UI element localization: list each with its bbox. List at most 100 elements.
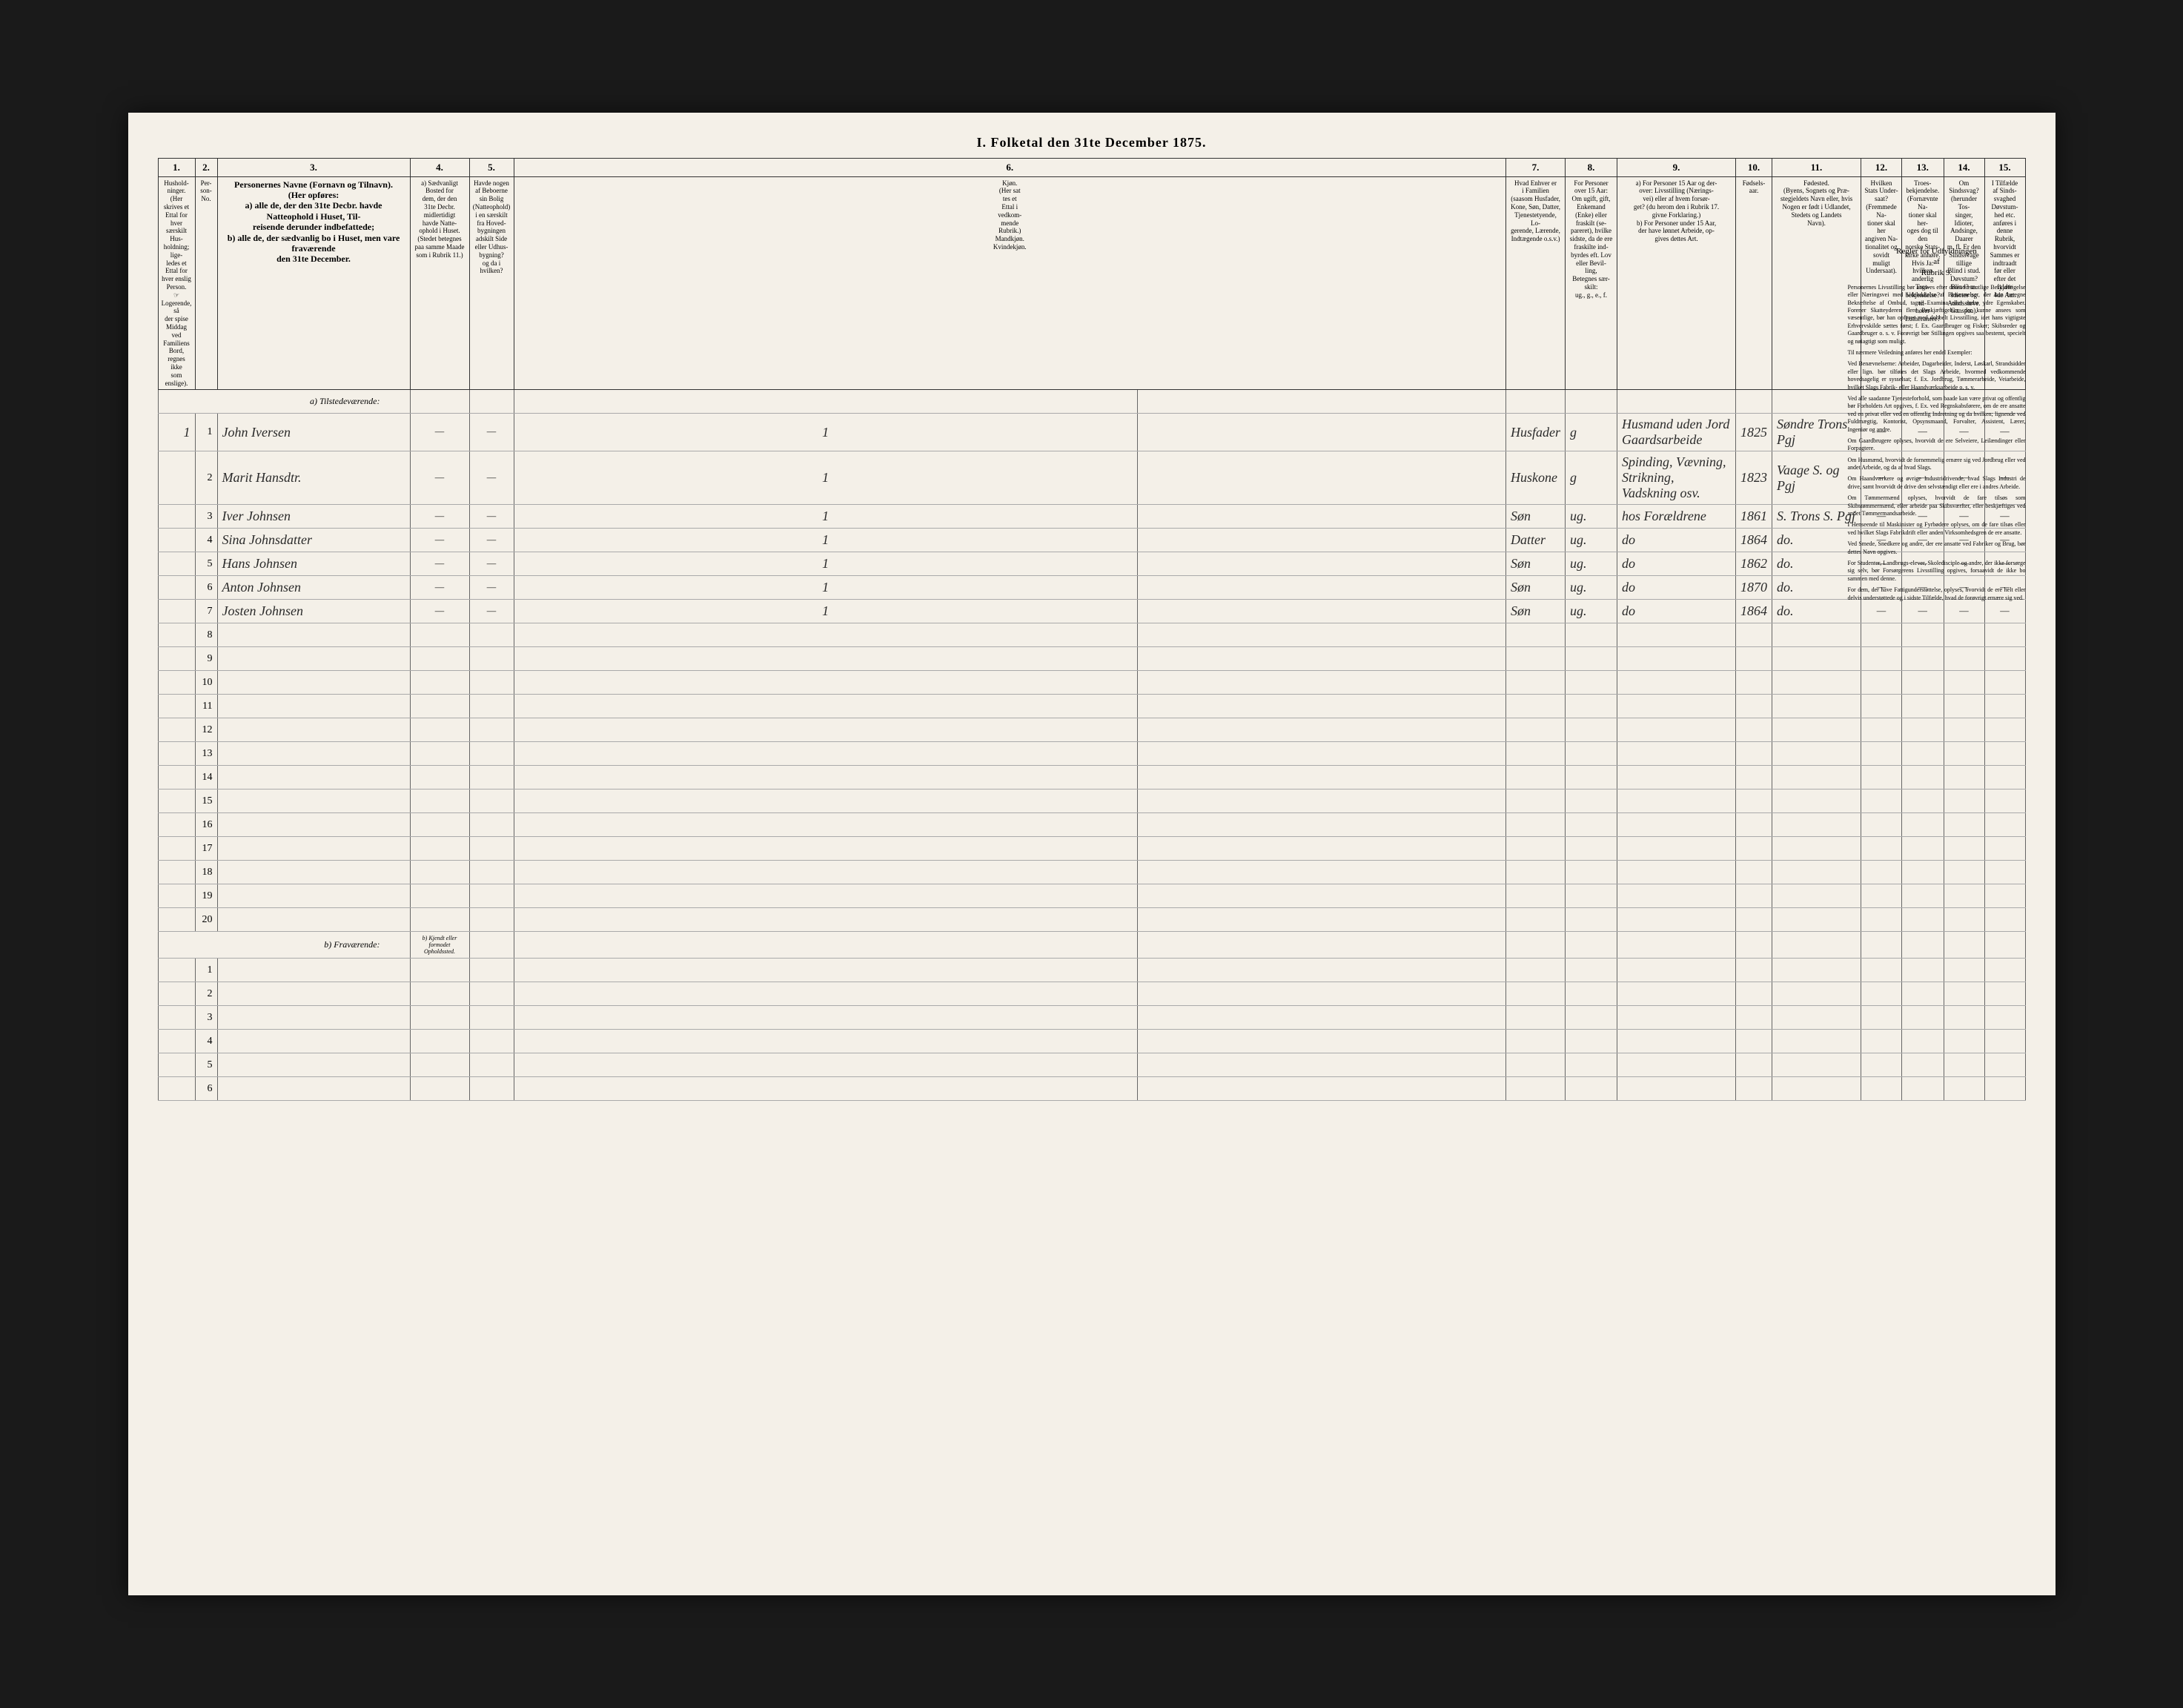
cell-c5: — (469, 576, 514, 600)
colnum-5: 5. (469, 159, 514, 177)
table-row-empty: 19 (158, 884, 2025, 908)
header-6: Kjøn. (Her sat tes et Ettal i vedkom- me… (514, 176, 1506, 390)
cell-civil: g (1566, 451, 1617, 505)
cell-name: Sina Johnsdatter (217, 529, 410, 552)
cell-household (158, 451, 195, 505)
cell-c5: — (469, 451, 514, 505)
cell-person-no: 3 (195, 1006, 217, 1030)
cell-sex-f (1137, 451, 1505, 505)
cell-sex-f (1137, 414, 1505, 451)
cell-c4: — (410, 414, 469, 451)
cell-person-no: 5 (195, 1053, 217, 1077)
table-row-empty: 15 (158, 790, 2025, 813)
cell-sex-m: 1 (514, 505, 1137, 529)
cell-household (158, 576, 195, 600)
cell-occupation: do (1617, 576, 1736, 600)
cell-person-no: 1 (195, 959, 217, 982)
header-11-text: Fødested. (Byens, Sognets og Præ- stegje… (1780, 179, 1852, 227)
header-10-text: Fødsels- aar. (1743, 179, 1766, 195)
cell-occupation: do (1617, 529, 1736, 552)
cell-person-no: 16 (195, 813, 217, 837)
section-present-label: a) Tilstedeværende: (158, 390, 410, 414)
header-7-text: Hvad Enhver er i Familien (saasom Husfad… (1511, 179, 1560, 243)
cell-c5: — (469, 529, 514, 552)
cell-household: 1 (158, 414, 195, 451)
table-row: 2Marit Hansdtr.——1HuskonegSpinding, Vævn… (158, 451, 2025, 505)
side-paragraph: For Studenter, Landbrugs-elever, Skoledi… (1848, 560, 2026, 583)
census-table: 1. 2. 3. 4. 5. 6. 7. 8. 9. 10. 11. 12. 1… (158, 158, 2026, 1101)
side-paragraph: Om Husmænd, hvorvidt de fornemmelig ernæ… (1848, 457, 2026, 472)
table-row: 5Hans Johnsen——1Sønug.do1862do.———— (158, 552, 2025, 576)
cell-occupation: hos Forældrene (1617, 505, 1736, 529)
colnum-8: 8. (1566, 159, 1617, 177)
cell-relation: Søn (1506, 552, 1566, 576)
cell-sex-f (1137, 600, 1505, 623)
census-page: I. Folketal den 31te December 1875. 1. 2… (128, 113, 2056, 1595)
table-row-empty: 20 (158, 908, 2025, 932)
table-row-empty: 13 (158, 742, 2025, 766)
cell-person-no: 12 (195, 718, 217, 742)
column-number-row: 1. 2. 3. 4. 5. 6. 7. 8. 9. 10. 11. 12. 1… (158, 159, 2025, 177)
cell-c5: — (469, 505, 514, 529)
cell-year: 1870 (1736, 576, 1772, 600)
header-3: Personernes Navne (Fornavn og Tilnavn). … (217, 176, 410, 390)
colnum-6: 6. (514, 159, 1506, 177)
header-6-text: Kjøn. (Her sat tes et Ettal i vedkom- me… (993, 179, 1027, 251)
cell-occupation: Spinding, Vævning, Strikning, Vadskning … (1617, 451, 1736, 505)
cell-relation: Husfader (1506, 414, 1566, 451)
table-row-empty: 8 (158, 623, 2025, 647)
cell-sex-f (1137, 576, 1505, 600)
cell-c5: — (469, 600, 514, 623)
table-row: 7Josten Johnsen——1Sønug.do1864do.———— (158, 600, 2025, 623)
colnum-15: 15. (1984, 159, 2025, 177)
cell-relation: Datter (1506, 529, 1566, 552)
cell-person-no: 5 (195, 552, 217, 576)
cell-name: Iver Johnsen (217, 505, 410, 529)
table-header: 1. 2. 3. 4. 5. 6. 7. 8. 9. 10. 11. 12. 1… (158, 159, 2025, 390)
side-paragraphs: Personernes Livsstilling bør angives eft… (1848, 284, 2026, 602)
cell-year: 1823 (1736, 451, 1772, 505)
header-1-text: Hushold- ninger. (Her skrives et Ettal f… (162, 179, 192, 387)
cell-c5: — (469, 414, 514, 451)
cell-sex-m: 1 (514, 576, 1137, 600)
colnum-14: 14. (1944, 159, 1984, 177)
colnum-4: 4. (410, 159, 469, 177)
cell-year: 1862 (1736, 552, 1772, 576)
cell-year: 1864 (1736, 600, 1772, 623)
cell-occupation: do (1617, 552, 1736, 576)
cell-c4: — (410, 451, 469, 505)
side-paragraph: I Henseende til Maskinister og Fyrbødere… (1848, 521, 2026, 537)
cell-person-no: 15 (195, 790, 217, 813)
cell-occupation: Husmand uden Jord Gaardsarbeide (1617, 414, 1736, 451)
cell-sex-m: 1 (514, 414, 1137, 451)
cell-civil: ug. (1566, 552, 1617, 576)
table-row-empty: 2 (158, 982, 2025, 1006)
header-1: Hushold- ninger. (Her skrives et Ettal f… (158, 176, 195, 390)
cell-sex-m: 1 (514, 529, 1137, 552)
colnum-9: 9. (1617, 159, 1736, 177)
cell-person-no: 6 (195, 576, 217, 600)
cell-c5: — (469, 552, 514, 576)
table-row-empty: 4 (158, 1030, 2025, 1053)
cell-civil: ug. (1566, 529, 1617, 552)
table-row: 4Sina Johnsdatter——1Datterug.do1864do.——… (158, 529, 2025, 552)
table-row-empty: 16 (158, 813, 2025, 837)
cell-person-no: 17 (195, 837, 217, 861)
table-row-empty: 10 (158, 671, 2025, 695)
cell-civil: ug. (1566, 576, 1617, 600)
cell-person-no: 10 (195, 671, 217, 695)
cell-name: Marit Hansdtr. (217, 451, 410, 505)
header-7: Hvad Enhver er i Familien (saasom Husfad… (1506, 176, 1566, 390)
section-absent-label: b) Fraværende: (158, 932, 410, 959)
cell-person-no: 4 (195, 1030, 217, 1053)
colnum-2: 2. (195, 159, 217, 177)
table-row-empty: 5 (158, 1053, 2025, 1077)
cell-person-no: 9 (195, 647, 217, 671)
cell-person-no: 11 (195, 695, 217, 718)
cell-c4: — (410, 505, 469, 529)
header-2: Per- son- No. (195, 176, 217, 390)
cell-household (158, 552, 195, 576)
table-row-empty: 1 (158, 959, 2025, 982)
cell-civil: ug. (1566, 505, 1617, 529)
cell-sex-m: 1 (514, 600, 1137, 623)
